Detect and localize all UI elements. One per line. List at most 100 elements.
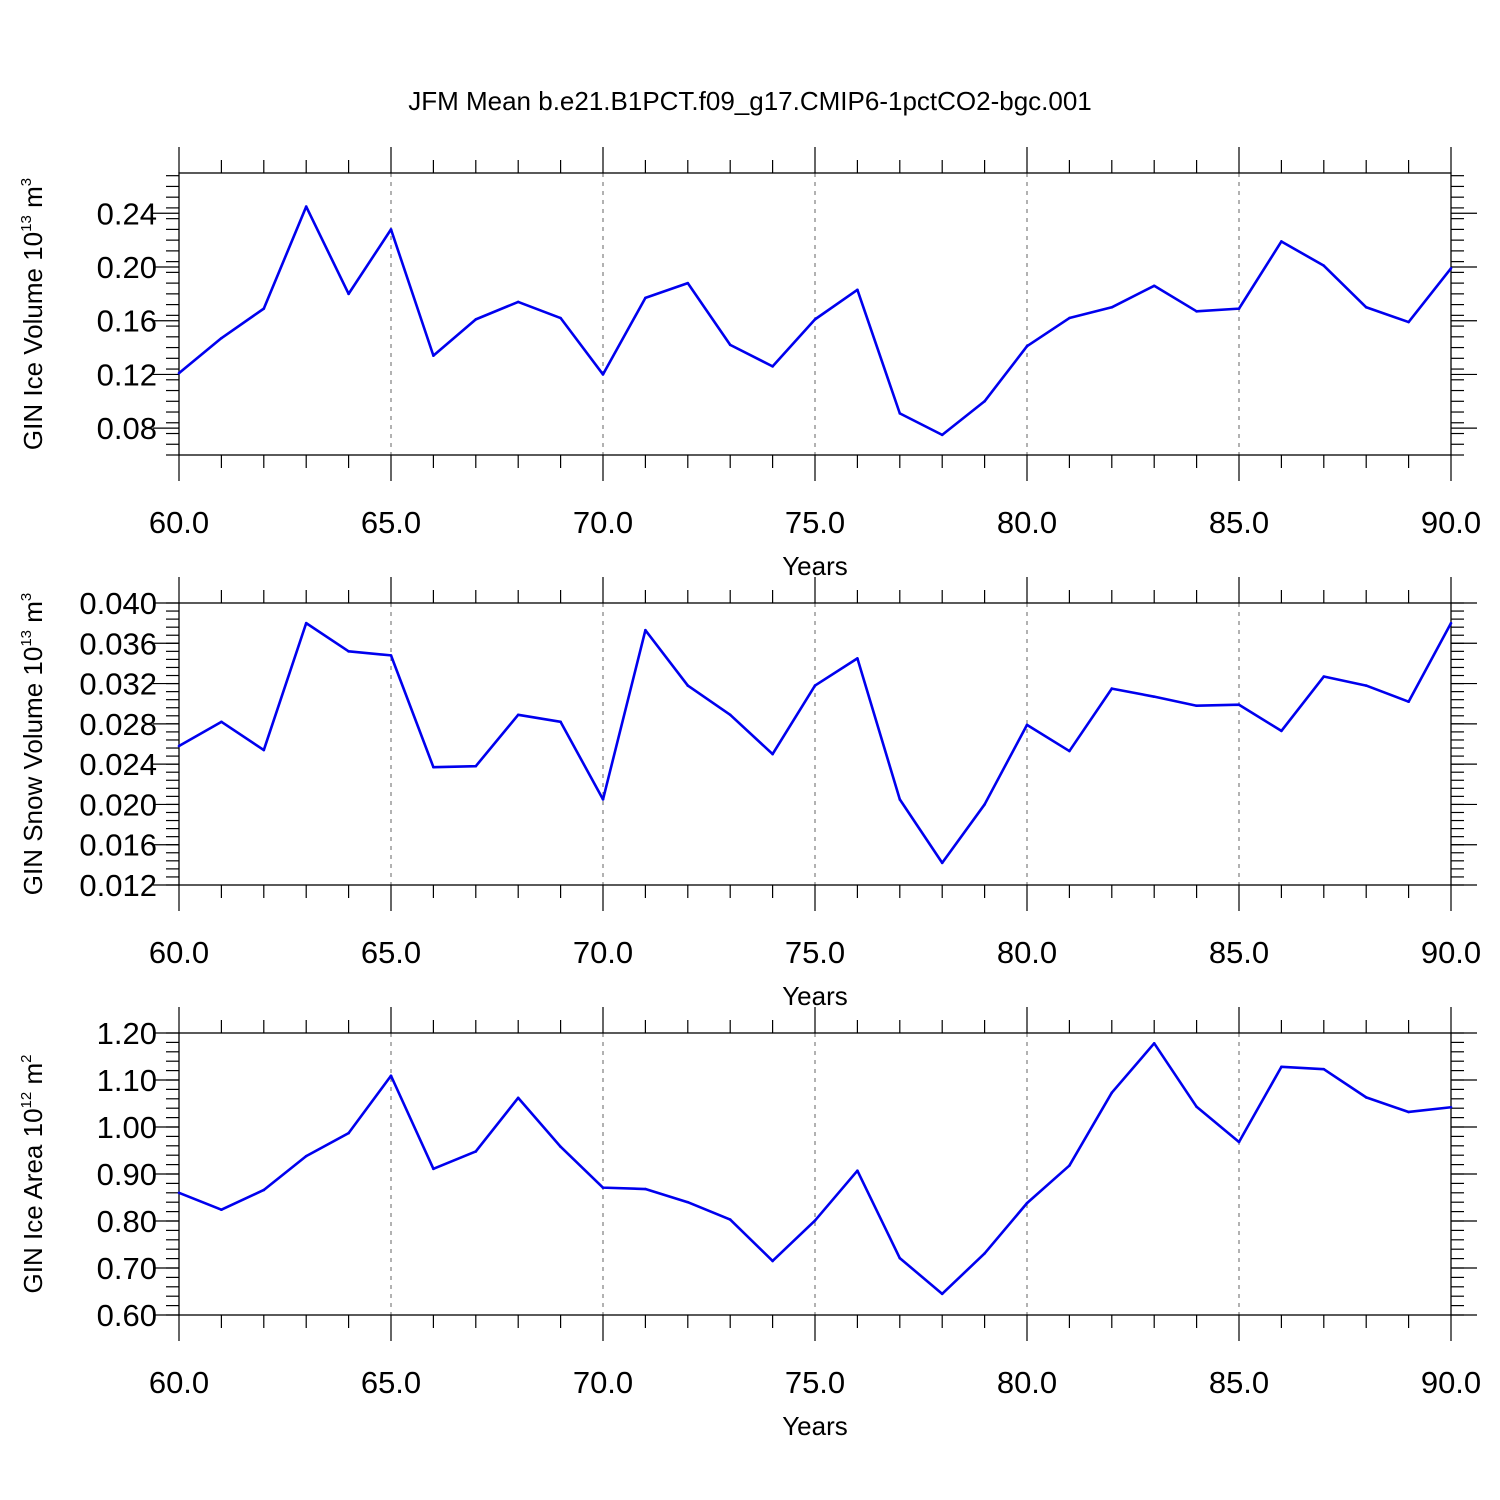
data-point [771, 752, 774, 756]
x-tick-label: 65.0 [361, 935, 421, 970]
y-tick-label: 0.90 [97, 1157, 157, 1192]
data-point [728, 1218, 732, 1221]
data-point [516, 713, 520, 717]
data-point [389, 1074, 393, 1078]
data-point [262, 748, 266, 752]
panel-3: 60.0 65.0 70.0 75.0 80.0 85.0 90.0 0.60 0.70 0.80… [18, 1007, 1481, 1441]
x-tick-label: 90.0 [1421, 935, 1481, 970]
x-tick-label: 70.0 [573, 935, 633, 970]
data-point [644, 628, 647, 632]
y-axis-label-unit-exponent: 3 [18, 178, 35, 186]
data-point [1364, 305, 1368, 309]
x-tick-label: 85.0 [1209, 935, 1269, 970]
data-point [898, 798, 902, 801]
data-point [813, 1219, 817, 1222]
data-point [856, 657, 859, 660]
data-point [1364, 684, 1368, 687]
data-point [516, 1096, 520, 1100]
x-tick-label: 75.0 [785, 505, 845, 540]
x-tick-label: 90.0 [1421, 505, 1481, 540]
x-tick-label: 60.0 [149, 1365, 209, 1400]
data-point [220, 1208, 223, 1212]
data-point [686, 1200, 690, 1204]
y-tick-label: 0.024 [79, 747, 157, 782]
data-point [983, 399, 986, 403]
data-point [304, 621, 308, 625]
x-tick-label: 60.0 [149, 935, 209, 970]
data-point [1322, 1067, 1326, 1071]
data-point [771, 1259, 774, 1263]
x-tick-label: 85.0 [1209, 505, 1269, 540]
plot-frame [178, 602, 1452, 886]
data-point [432, 354, 435, 357]
panel-2: 60.0 65.0 70.0 75.0 80.0 85.0 90.0 0.012 0.016 0.… [18, 577, 1481, 1011]
data-point [1195, 704, 1198, 708]
data-point [856, 288, 859, 292]
data-point [1280, 1065, 1283, 1069]
data-point [1237, 703, 1241, 707]
data-point [601, 373, 605, 376]
data-point [1110, 687, 1114, 690]
y-tick-label: 0.16 [97, 304, 157, 339]
data-point [686, 684, 690, 687]
data-point [262, 1188, 266, 1192]
data-point [856, 1169, 859, 1173]
y-axis-label-main: GIN Snow Volume 10 [18, 647, 48, 896]
plot-frame [178, 172, 1452, 456]
data-point [728, 713, 732, 717]
y-tick-label: 0.016 [79, 828, 157, 863]
data-point [1025, 344, 1029, 348]
data-point [686, 281, 690, 285]
data-point [1068, 316, 1071, 320]
data-point [177, 371, 181, 375]
x-axis-label: Years [782, 551, 848, 581]
data-point [940, 433, 944, 437]
y-axis-label: GIN Ice Volume 1013 m3 [18, 178, 48, 450]
y-axis-label-main: GIN Ice Volume 10 [18, 232, 48, 450]
x-tick-label: 80.0 [997, 1365, 1057, 1400]
plot-frame [178, 1032, 1452, 1316]
data-point [304, 1154, 308, 1158]
y-tick-label: 0.70 [97, 1251, 157, 1286]
y-axis-label-main: GIN Ice Area 10 [18, 1108, 48, 1293]
data-point [1449, 1105, 1453, 1109]
y-tick-label: 1.00 [97, 1110, 157, 1145]
data-point [220, 336, 223, 340]
data-point [304, 205, 308, 208]
x-tick-label: 70.0 [573, 505, 633, 540]
data-point [1152, 284, 1156, 288]
data-point [601, 1186, 605, 1189]
data-point [898, 1256, 902, 1260]
x-tick-label: 80.0 [997, 935, 1057, 970]
panel-1: 60.0 65.0 70.0 75.0 80.0 85.0 90.0 0.08 0.12 0.16… [18, 147, 1481, 581]
data-point [644, 1187, 647, 1191]
data-point [983, 803, 986, 806]
data-point [898, 412, 902, 415]
data-point [177, 744, 181, 748]
data-point [389, 654, 393, 657]
y-axis-label-unit: m [18, 601, 48, 630]
y-axis-label: GIN Snow Volume 1013 m3 [18, 593, 48, 896]
data-point [1152, 1042, 1156, 1045]
x-tick-label: 85.0 [1209, 1365, 1269, 1400]
data-point [1449, 267, 1453, 270]
y-axis-label-exponent: 13 [18, 215, 35, 232]
data-point [728, 343, 732, 347]
y-tick-label: 0.040 [79, 586, 157, 621]
data-point [1364, 1096, 1368, 1099]
y-tick-label: 0.020 [79, 787, 157, 822]
data-point [474, 318, 478, 321]
data-point [1407, 320, 1410, 324]
y-tick-label: 1.20 [97, 1016, 157, 1051]
data-point [1280, 240, 1283, 243]
y-tick-label: 0.012 [79, 868, 157, 903]
data-point [1407, 1110, 1410, 1114]
data-point [1110, 305, 1114, 309]
data-point [347, 1131, 350, 1135]
y-tick-label: 1.10 [97, 1063, 157, 1098]
y-axis-label-unit: m [18, 1063, 48, 1092]
data-point [262, 307, 266, 310]
y-tick-label: 0.032 [79, 667, 157, 702]
y-tick-label: 0.036 [79, 626, 157, 661]
